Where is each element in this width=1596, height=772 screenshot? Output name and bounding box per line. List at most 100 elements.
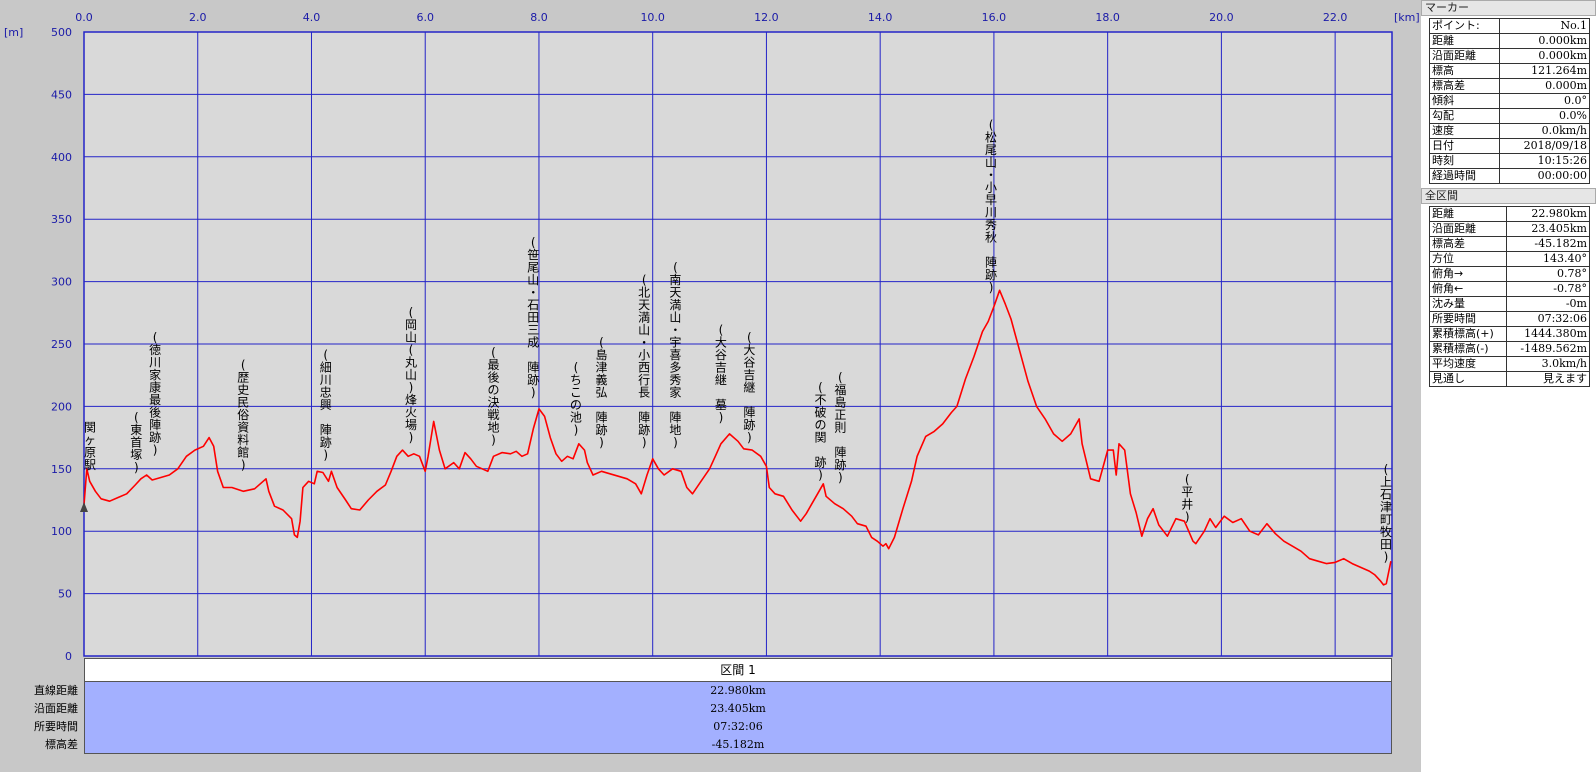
segment-panel[interactable]: 区間 1 22.980km 23.405km 07:32:06 -45.182m (84, 658, 1392, 754)
info-value: 0.0% (1498, 108, 1591, 124)
waypoint-label: (細川忠興 陣跡) (320, 348, 332, 462)
info-row: 沿面距離 23.405km (1428, 221, 1590, 237)
marker-info-table: ポイント: No.1 距離 0.000km 沿面距離 0.000km 標高 121.264m 標… (1429, 18, 1591, 184)
info-value: -0m (1506, 296, 1590, 312)
info-label: 傾斜 (1429, 93, 1500, 109)
waypoint-label: 関ヶ原駅 (84, 420, 96, 472)
x-tick-label: 16.0 (982, 11, 1007, 24)
info-label: 俯角← (1428, 281, 1508, 297)
info-value: 22.980km (1506, 206, 1590, 222)
y-tick-label: 300 (51, 276, 72, 289)
info-label: ポイント: (1429, 18, 1500, 34)
info-row: 経過時間 00:00:00 (1429, 168, 1591, 184)
x-tick-label: 0.0 (75, 11, 93, 24)
info-value: 見えます (1506, 371, 1590, 387)
info-value: 1444.380m (1506, 326, 1590, 342)
segment-label: 標高差 (45, 738, 78, 751)
info-row: 見通し 見えます (1428, 371, 1590, 387)
waypoint-label: (東首塚) (130, 410, 142, 474)
segment-labels: 直線距離 沿面距離 所要時間 標高差 (0, 682, 78, 754)
info-value: -1489.562m (1506, 341, 1590, 357)
info-row: ポイント: No.1 (1429, 18, 1591, 34)
info-label: 俯角→ (1428, 266, 1508, 282)
segment-value: 22.980km (710, 684, 766, 697)
info-label: 距離 (1429, 33, 1500, 49)
info-row: 日付 2018/09/18 (1429, 138, 1591, 154)
segment-value: 23.405km (710, 702, 766, 715)
waypoint-label: (南天満山・宇喜多秀家 陣地) (669, 260, 681, 449)
info-value: 0.000km (1498, 33, 1591, 49)
segment-value: 07:32:06 (713, 720, 763, 733)
x-tick-label: 18.0 (1095, 11, 1120, 24)
info-row: 距離 0.000km (1429, 33, 1591, 49)
segment-header[interactable]: 区間 1 (84, 658, 1392, 682)
info-label: 勾配 (1429, 108, 1500, 124)
info-label: 標高 (1429, 63, 1500, 79)
waypoint-label: (平井) (1181, 473, 1193, 525)
info-label: 沈み量 (1428, 296, 1508, 312)
info-row: 俯角← -0.78° (1428, 281, 1590, 297)
info-sidebar: マーカー ポイント: No.1 距離 0.000km 沿面距離 0.000km 標高 121.… (1421, 0, 1596, 772)
waypoint-label: (不破の関 跡) (814, 380, 826, 482)
waypoint-label: (徳川家康最後陣跡) (149, 330, 161, 457)
y-tick-label: 100 (51, 525, 72, 538)
y-tick-label: 250 (51, 338, 72, 351)
x-tick-label: 10.0 (640, 11, 665, 24)
info-row: 方位 143.40° (1428, 251, 1590, 267)
marker-section-title: マーカー (1421, 0, 1596, 16)
total-section-title: 全区間 (1421, 188, 1596, 204)
info-value: 121.264m (1498, 63, 1591, 79)
y-tick-label: 350 (51, 213, 72, 226)
info-value: 2018/09/18 (1498, 138, 1591, 154)
elevation-line (83, 289, 1392, 586)
waypoint-label: (岡山(丸山)烽火場) (405, 305, 417, 444)
segment-label: 直線距離 (34, 684, 78, 697)
info-label: 速度 (1429, 123, 1500, 139)
segment-label: 沿面距離 (34, 702, 78, 715)
info-value: 23.405km (1506, 221, 1590, 237)
info-row: 標高差 0.000m (1429, 78, 1591, 94)
x-tick-label: 2.0 (189, 11, 207, 24)
y-tick-label: 400 (51, 151, 72, 164)
info-row: 所要時間 07:32:06 (1428, 311, 1590, 327)
y-axis-unit: [m] (4, 26, 24, 39)
waypoint-label: (笹尾山・石田三成 陣跡) (527, 235, 539, 399)
info-row: 俯角→ 0.78° (1428, 266, 1590, 282)
elevation-profile-chart[interactable]: 0 50 100 150 200 250 300 350 400 450 500 0.0 2.0 4.0 6… (0, 0, 1421, 772)
info-value: -45.182m (1506, 236, 1590, 252)
info-label: 経過時間 (1429, 168, 1500, 184)
y-tick-label: 0 (65, 650, 72, 663)
info-value: 143.40° (1506, 251, 1590, 267)
waypoint-label: (島津義弘 陣跡) (596, 335, 608, 449)
x-tick-label: 20.0 (1209, 11, 1234, 24)
info-row: 沈み量 -0m (1428, 296, 1590, 312)
waypoint-label: (北天満山・小西行長 陣跡) (638, 273, 650, 450)
info-row: 平均速度 3.0km/h (1428, 356, 1590, 372)
info-label: 沿面距離 (1428, 221, 1508, 237)
info-label: 所要時間 (1428, 311, 1508, 327)
info-value: 07:32:06 (1506, 311, 1590, 327)
info-label: 平均速度 (1428, 356, 1508, 372)
start-marker-icon (80, 501, 88, 512)
info-label: 見通し (1428, 371, 1508, 387)
info-row: 速度 0.0km/h (1429, 123, 1591, 139)
waypoint-label: (松尾山・小早川秀秋 陣跡) (985, 118, 997, 295)
info-value: 0.78° (1506, 266, 1590, 282)
x-tick-label: 6.0 (416, 11, 434, 24)
info-label: 累積標高(+) (1428, 326, 1508, 342)
waypoint-label: (上石津町牧田) (1380, 463, 1392, 565)
y-tick-label: 450 (51, 88, 72, 101)
info-value: 3.0km/h (1506, 356, 1590, 372)
y-tick-label: 200 (51, 400, 72, 413)
info-row: 累積標高(-) -1489.562m (1428, 341, 1590, 357)
y-tick-label: 500 (51, 26, 72, 39)
info-row: 傾斜 0.0° (1429, 93, 1591, 109)
waypoint-label: (ちこの池) (570, 360, 582, 437)
total-info-table: 距離 22.980km 沿面距離 23.405km 標高差 -45.182m 方位 143.4… (1428, 206, 1590, 387)
info-row: 時刻 10:15:26 (1429, 153, 1591, 169)
waypoint-label: (大谷吉継 陣跡) (743, 330, 755, 444)
info-row: 沿面距離 0.000km (1429, 48, 1591, 64)
waypoint-label: (大谷吉継 墓) (715, 323, 727, 425)
info-value: 0.000m (1498, 78, 1591, 94)
